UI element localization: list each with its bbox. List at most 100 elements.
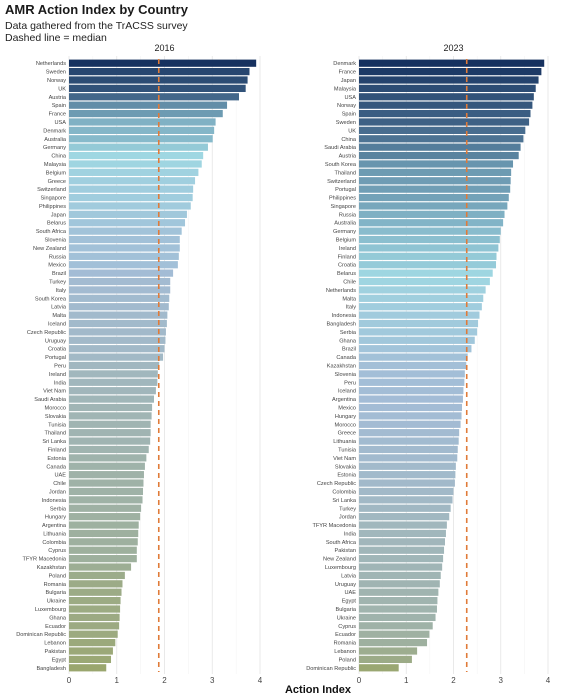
category-label: Malaysia	[44, 162, 67, 168]
category-label: Slovakia	[45, 414, 67, 420]
category-label: Luxembourg	[325, 565, 356, 571]
bar	[359, 311, 480, 319]
bar	[69, 378, 158, 386]
category-label: UK	[58, 86, 66, 92]
category-label: Saudi Arabia	[34, 397, 67, 403]
bar	[359, 160, 514, 168]
bar	[359, 370, 465, 378]
category-label: China	[341, 137, 357, 143]
bar	[69, 513, 141, 521]
category-label: Italy	[346, 305, 356, 311]
category-label: South Korea	[35, 296, 67, 302]
bar	[69, 303, 169, 311]
category-label: Brazil	[52, 271, 66, 277]
category-label: Italy	[56, 288, 66, 294]
bar	[359, 563, 443, 571]
bar	[359, 303, 482, 311]
category-label: Czech Republic	[317, 481, 356, 487]
bar	[359, 513, 450, 521]
bar	[69, 244, 180, 252]
category-label: Serbia	[50, 506, 67, 512]
panel-title: 2023	[443, 43, 463, 53]
category-label: New Zealand	[323, 557, 356, 563]
category-label: Australia	[334, 221, 357, 227]
category-label: Bangladesh	[36, 666, 66, 672]
bar	[69, 193, 193, 202]
x-tick-label: 1	[404, 676, 409, 685]
bar	[359, 538, 445, 546]
bar	[69, 168, 199, 176]
category-label: Philippines	[39, 204, 66, 210]
bar	[69, 487, 144, 496]
category-label: Tunisia	[338, 447, 357, 453]
category-label: Greece	[48, 179, 66, 185]
category-label: Turkey	[49, 280, 66, 286]
category-label: Belarus	[47, 221, 66, 227]
bar	[69, 311, 168, 319]
category-label: Dominican Republic	[16, 632, 66, 638]
bar	[359, 580, 440, 588]
category-label: Brazil	[342, 347, 356, 353]
category-label: Latvia	[51, 305, 67, 311]
bar	[69, 252, 179, 260]
bar	[359, 277, 490, 286]
bar	[69, 84, 246, 93]
category-label: Bulgaria	[335, 607, 356, 613]
category-label: Ghana	[339, 338, 357, 344]
bar	[359, 387, 464, 395]
category-label: Netherlands	[36, 61, 66, 67]
bar	[359, 395, 463, 403]
bar	[69, 429, 151, 437]
category-label: Egypt	[342, 599, 357, 605]
bar	[359, 126, 526, 134]
category-label: Jordan	[49, 489, 66, 495]
bar	[69, 529, 139, 538]
bar	[69, 177, 196, 185]
category-label: Finland	[48, 447, 66, 453]
category-label: Poland	[339, 657, 356, 663]
category-label: Luxembourg	[35, 607, 66, 613]
category-label: USA	[344, 95, 356, 101]
panel-title: 2016	[154, 43, 174, 53]
bar	[359, 328, 478, 336]
bar	[69, 93, 239, 101]
category-label: Ghana	[49, 615, 67, 621]
bar	[69, 471, 144, 479]
bar	[359, 219, 504, 227]
x-tick-label: 4	[258, 676, 263, 685]
category-label: Ireland	[339, 246, 356, 252]
bar	[69, 118, 216, 126]
category-label: Ecuador	[335, 632, 356, 638]
category-label: Philippines	[329, 196, 356, 202]
bar	[359, 504, 451, 512]
category-label: Pakistan	[45, 649, 66, 655]
bar	[69, 521, 139, 529]
category-label: Dominican Republic	[306, 666, 356, 672]
chart-title: AMR Action Index by Country	[5, 2, 188, 17]
category-label: Latvia	[341, 573, 357, 579]
bar	[359, 135, 524, 143]
bar	[69, 210, 187, 218]
category-label: France	[49, 112, 66, 118]
bar	[359, 605, 437, 613]
category-label: Viet Nam	[43, 389, 66, 395]
x-tick-label: 0	[357, 676, 362, 685]
bar	[359, 555, 444, 563]
bar	[359, 437, 459, 445]
bar	[69, 437, 151, 445]
category-label: Belgium	[336, 238, 357, 244]
category-label: Sweden	[46, 70, 66, 76]
category-label: Hungary	[45, 515, 66, 521]
category-label: Tunisia	[48, 422, 67, 428]
bar	[359, 319, 479, 328]
bar	[69, 387, 156, 395]
bar	[69, 59, 257, 67]
bar	[359, 462, 456, 470]
category-label: Chile	[343, 280, 356, 286]
bar	[359, 412, 462, 420]
bar	[69, 294, 170, 302]
category-label: UAE	[54, 473, 66, 479]
bar	[69, 580, 123, 588]
category-label: Australia	[44, 137, 67, 143]
bar	[359, 168, 512, 176]
